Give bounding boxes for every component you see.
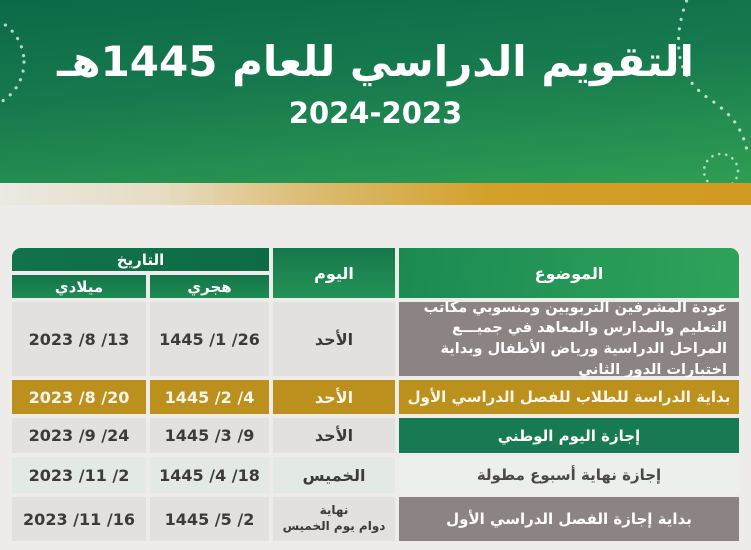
table-row-hijri-date: 26/ 1/ 1445: [150, 302, 269, 376]
table-row-day: الخميس: [273, 457, 395, 493]
table-row-gregorian-date: 2/ 11/ 2023: [12, 457, 146, 493]
table-row-gregorian-date: 16/ 11/ 2023: [12, 497, 146, 541]
page-header: التقويم الدراسي للعام 1445هـ 2024-2023: [0, 0, 751, 183]
table-row-day: الأحد: [273, 418, 395, 453]
table-row-hijri-date: 2/ 5/ 1445: [150, 497, 269, 541]
table-row-gregorian-date: 24/ 9/ 2023: [12, 418, 146, 453]
gold-divider-bar: [0, 183, 751, 205]
table-row-day: الأحد: [273, 380, 395, 414]
table-row-hijri-date: 9/ 3/ 1445: [150, 418, 269, 453]
table-row-day: نهاية دوام يوم الخميس: [273, 497, 395, 541]
table-row-subject: بداية الدراسة للطلاب للفصل الدراسي الأول: [399, 380, 739, 414]
dotted-circle-small-icon: [702, 152, 740, 183]
day-note-line1: نهاية: [319, 503, 349, 518]
calendar-table: الموضوع اليوم التاريخ هجري ميلادي عودة ا…: [12, 248, 739, 541]
table-row-subject: بداية إجازة الفصل الدراسي الأول: [399, 497, 739, 541]
page-title: التقويم الدراسي للعام 1445هـ: [57, 37, 694, 86]
table-row-gregorian-date: 13/ 8/ 2023: [12, 302, 146, 376]
table-row-gregorian-date: 20/ 8/ 2023: [12, 380, 146, 414]
day-note-line2: دوام يوم الخميس: [282, 519, 386, 533]
column-header-day: اليوم: [273, 248, 395, 298]
content-area: الموضوع اليوم التاريخ هجري ميلادي عودة ا…: [0, 205, 751, 541]
table-row-subject: عودة المشرفين التربويين ومنسوبي مكاتب ال…: [399, 300, 739, 378]
table-row-hijri-date: 18/ 4/ 1445: [150, 457, 269, 493]
table-row-subject: إجازة نهاية أسبوع مطولة: [399, 457, 739, 493]
table-row-subject: إجازة اليوم الوطني: [399, 418, 739, 453]
page-subtitle: 2024-2023: [288, 96, 463, 131]
table-row-hijri-date: 4/ 2/ 1445: [150, 380, 269, 414]
column-header-hijri: هجري: [150, 275, 269, 298]
column-header-subject: الموضوع: [399, 248, 739, 298]
column-header-date-group: التاريخ: [12, 248, 269, 271]
column-header-gregorian: ميلادي: [12, 275, 146, 298]
table-row-day: الأحد: [273, 302, 395, 376]
